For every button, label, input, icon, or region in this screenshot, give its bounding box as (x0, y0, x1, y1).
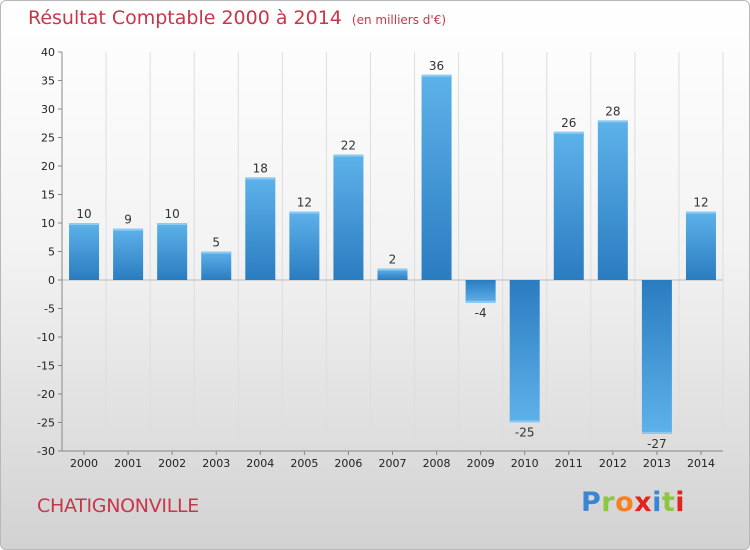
data-label: 5 (212, 236, 220, 250)
y-tick-label: -20 (37, 388, 55, 401)
x-tick-label: 2011 (555, 457, 583, 470)
data-label: 10 (165, 207, 180, 221)
bar (465, 280, 496, 303)
chart-title: Résultat Comptable 2000 à 2014 (en millie… (28, 7, 446, 29)
data-label: 12 (297, 196, 312, 210)
y-tick-label: 40 (41, 46, 55, 59)
bar (421, 74, 452, 280)
bar-highlight (245, 177, 276, 180)
bar-highlight (113, 228, 144, 231)
data-label: -27 (647, 437, 667, 451)
x-tick-label: 2002 (158, 457, 186, 470)
bar (597, 120, 628, 281)
bar (641, 280, 672, 434)
x-tick-label: 2008 (423, 457, 451, 470)
data-label: 26 (561, 116, 576, 130)
data-label: 2 (389, 253, 397, 267)
bar-highlight (333, 154, 364, 157)
title-unit: (en milliers d'€) (351, 13, 447, 27)
bar (377, 268, 408, 280)
bar (685, 211, 716, 280)
x-tick-label: 2001 (114, 457, 142, 470)
bar (113, 228, 144, 280)
x-tick-label: 2005 (290, 457, 318, 470)
bar-highlight (465, 300, 496, 303)
x-tick-label: 2007 (379, 457, 407, 470)
bar (69, 223, 100, 280)
bar-highlight (641, 431, 672, 434)
logo-letter: i (675, 487, 686, 518)
bar (289, 211, 320, 280)
x-tick-label: 2012 (599, 457, 627, 470)
y-tick-label: -5 (44, 303, 55, 316)
bar (509, 280, 540, 423)
bar-highlight (289, 211, 320, 214)
x-tick-label: 2006 (334, 457, 362, 470)
data-label: -4 (475, 306, 487, 320)
bar-highlight (69, 223, 100, 225)
bar-highlight (509, 420, 540, 423)
y-tick-label: 15 (41, 189, 55, 202)
data-label: -25 (515, 426, 535, 440)
x-tick-label: 2004 (246, 457, 274, 470)
bar-highlight (553, 131, 584, 134)
data-label: 10 (76, 207, 91, 221)
x-tick-label: 2013 (643, 457, 671, 470)
proxiti-logo[interactable]: Proxiti (581, 487, 685, 518)
town-name: CHATIGNONVILLE (37, 495, 199, 517)
x-tick-label: 2014 (687, 457, 715, 470)
y-tick-label: 25 (41, 132, 55, 145)
y-tick-label: -15 (37, 360, 55, 373)
logo-letter: i (652, 487, 662, 518)
y-tick-label: 20 (41, 160, 55, 173)
bar-highlight (685, 211, 716, 214)
y-tick-label: 5 (48, 246, 55, 259)
logo-letter: P (581, 487, 602, 518)
bar-highlight (201, 251, 232, 254)
bar-highlight (157, 223, 188, 225)
x-tick-label: 2009 (467, 457, 495, 470)
bar (553, 131, 584, 280)
bar-highlight (377, 268, 408, 271)
bar (201, 251, 232, 280)
bar-layer (69, 74, 716, 434)
data-label: 28 (605, 104, 620, 118)
y-tick-label: 0 (48, 274, 55, 287)
bar-highlight (421, 74, 452, 77)
x-tick-label: 2000 (70, 457, 98, 470)
data-label: 36 (429, 59, 444, 73)
y-tick-label: 30 (41, 103, 55, 116)
bar-highlight (597, 120, 628, 123)
y-tick-label: -30 (37, 445, 55, 458)
x-tick-label: 2003 (202, 457, 230, 470)
title-text: Résultat Comptable 2000 à 2014 (28, 7, 342, 29)
y-tick-label: -10 (37, 331, 55, 344)
y-tick-label: 35 (41, 75, 55, 88)
data-label: 12 (693, 196, 708, 210)
bar (245, 177, 276, 280)
logo-letter: x (634, 487, 653, 518)
x-tick-label: 2010 (511, 457, 539, 470)
logo-letter: t (661, 487, 676, 518)
y-tick-label: 10 (41, 217, 55, 230)
logo-letter: r (601, 487, 616, 518)
data-label: 9 (124, 213, 132, 227)
y-tick-label: -25 (37, 417, 55, 430)
logo-letter: o (615, 487, 635, 518)
data-label: 22 (341, 139, 356, 153)
bar (157, 223, 188, 280)
data-label: 18 (253, 161, 268, 175)
bar (333, 154, 364, 280)
